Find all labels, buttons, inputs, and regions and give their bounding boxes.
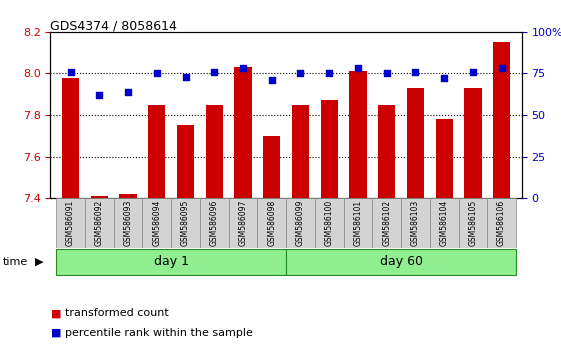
Point: [238, 65, 247, 71]
Point: [123, 89, 132, 95]
Text: GSM586096: GSM586096: [210, 200, 219, 246]
Bar: [177, 125, 194, 198]
Bar: [206, 105, 223, 198]
Text: GSM586100: GSM586100: [325, 200, 334, 246]
Point: [411, 69, 420, 75]
Bar: [373, 198, 401, 248]
Text: GSM586105: GSM586105: [468, 200, 477, 246]
Bar: [263, 136, 280, 198]
Bar: [378, 105, 396, 198]
Text: GSM586102: GSM586102: [382, 200, 391, 246]
Bar: [401, 198, 430, 248]
Bar: [171, 198, 200, 248]
Text: transformed count: transformed count: [65, 308, 168, 318]
Bar: [286, 198, 315, 248]
Text: GSM586101: GSM586101: [353, 200, 362, 246]
Bar: [148, 105, 165, 198]
Point: [66, 69, 75, 75]
Bar: [430, 198, 458, 248]
Bar: [56, 198, 85, 248]
Bar: [114, 198, 142, 248]
Bar: [292, 105, 309, 198]
Bar: [458, 198, 488, 248]
Bar: [493, 42, 511, 198]
Point: [153, 71, 162, 76]
Text: GSM586099: GSM586099: [296, 200, 305, 246]
Text: GSM586093: GSM586093: [123, 200, 132, 246]
Bar: [62, 78, 79, 198]
Bar: [320, 101, 338, 198]
Point: [353, 65, 362, 71]
Bar: [91, 196, 108, 198]
Text: percentile rank within the sample: percentile rank within the sample: [65, 328, 252, 338]
Bar: [465, 88, 481, 198]
Text: GSM586094: GSM586094: [152, 200, 162, 246]
Bar: [85, 198, 114, 248]
Point: [296, 71, 305, 76]
Bar: [229, 198, 257, 248]
Bar: [315, 198, 343, 248]
Bar: [488, 198, 516, 248]
Text: day 1: day 1: [154, 255, 188, 268]
Text: GSM586097: GSM586097: [238, 200, 247, 246]
Point: [468, 69, 477, 75]
Bar: [234, 67, 252, 198]
Text: ▶: ▶: [35, 257, 44, 267]
Bar: [350, 72, 366, 198]
Point: [325, 71, 334, 76]
Point: [497, 65, 506, 71]
Bar: [56, 249, 286, 275]
Bar: [200, 198, 229, 248]
Point: [267, 77, 276, 83]
Text: GSM586104: GSM586104: [440, 200, 449, 246]
Bar: [343, 198, 373, 248]
Text: GSM586106: GSM586106: [497, 200, 506, 246]
Text: GSM586103: GSM586103: [411, 200, 420, 246]
Text: GSM586092: GSM586092: [95, 200, 104, 246]
Text: ■: ■: [50, 308, 61, 318]
Point: [440, 76, 449, 81]
Bar: [286, 249, 516, 275]
Text: GDS4374 / 8058614: GDS4374 / 8058614: [50, 19, 177, 33]
Bar: [435, 119, 453, 198]
Point: [382, 71, 391, 76]
Point: [95, 92, 104, 98]
Bar: [119, 194, 137, 198]
Text: GSM586098: GSM586098: [267, 200, 276, 246]
Bar: [257, 198, 286, 248]
Text: GSM586095: GSM586095: [181, 200, 190, 246]
Point: [210, 69, 219, 75]
Text: ■: ■: [50, 328, 61, 338]
Point: [181, 74, 190, 80]
Bar: [407, 88, 424, 198]
Text: GSM586091: GSM586091: [66, 200, 75, 246]
Text: day 60: day 60: [380, 255, 422, 268]
Text: time: time: [3, 257, 28, 267]
Bar: [142, 198, 171, 248]
